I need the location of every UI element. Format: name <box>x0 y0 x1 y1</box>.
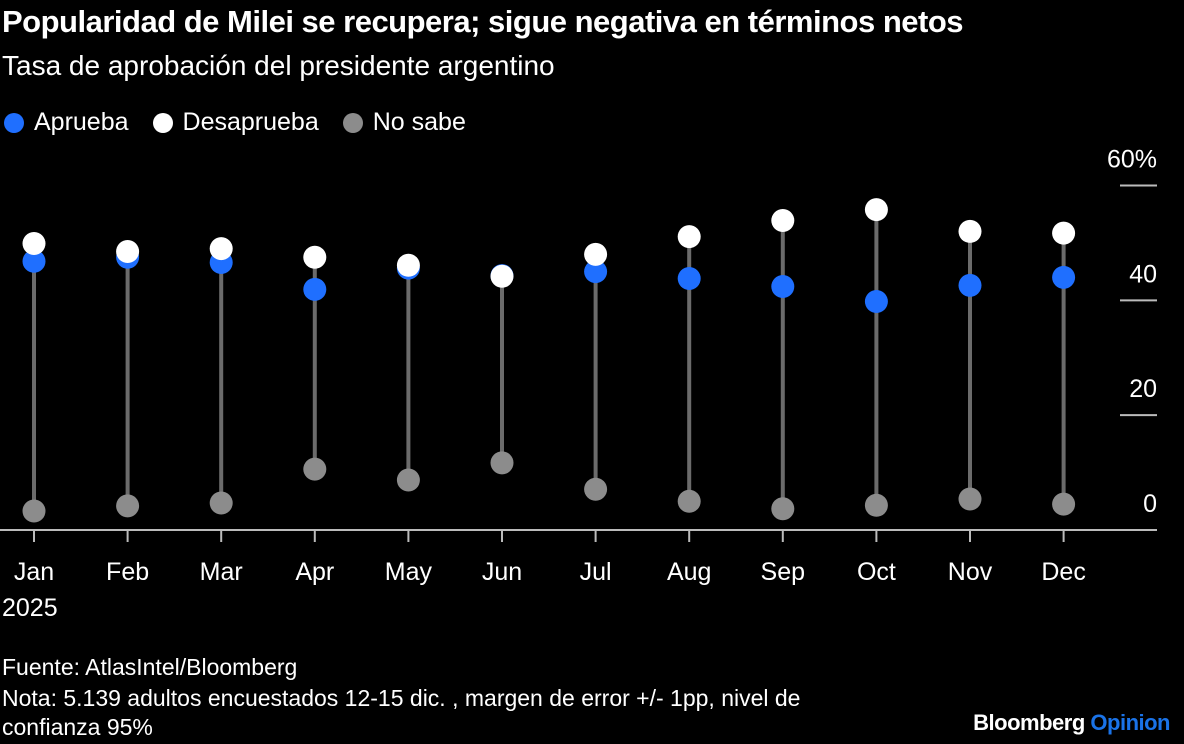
point-aprueba <box>22 249 46 273</box>
x-tick-label: Nov <box>948 558 993 586</box>
x-tick-label: Jan <box>14 558 54 586</box>
legend-item-aprueba: Aprueba <box>4 108 129 137</box>
x-tick-label: Aug <box>667 558 711 586</box>
legend: Aprueba Desaprueba No sabe <box>4 108 466 137</box>
x-tick-label: Jul <box>580 558 612 586</box>
point-desaprueba <box>1052 221 1076 245</box>
point-no-sabe <box>22 499 46 523</box>
legend-label: No sabe <box>372 108 466 136</box>
point-no-sabe <box>116 494 140 518</box>
point-aprueba <box>303 277 327 301</box>
y-tick-label: 20 <box>1129 375 1157 403</box>
point-desaprueba <box>864 198 888 222</box>
note-text-2: confianza 95% <box>2 714 153 740</box>
point-desaprueba <box>209 237 233 261</box>
y-tick-label: 40 <box>1129 260 1157 288</box>
legend-swatch <box>152 112 173 133</box>
x-tick-label: Oct <box>857 558 896 586</box>
point-no-sabe <box>1052 492 1076 516</box>
x-year-label: 2025 <box>2 594 58 622</box>
legend-label: Aprueba <box>34 108 129 136</box>
point-desaprueba <box>490 264 514 288</box>
x-tick-label: Apr <box>295 558 334 586</box>
note-text: Nota: 5.139 adultos encuestados 12-15 di… <box>2 685 801 711</box>
point-no-sabe <box>958 487 982 511</box>
legend-item-desaprueba: Desaprueba <box>152 108 319 137</box>
point-aprueba <box>864 289 888 313</box>
legend-swatch <box>342 112 363 133</box>
x-tick-label: May <box>385 558 433 586</box>
point-aprueba <box>1052 265 1076 289</box>
bloomberg-opinion-logo: Bloomberg Opinion <box>973 710 1170 735</box>
point-aprueba <box>584 260 608 284</box>
point-desaprueba <box>584 242 608 266</box>
point-no-sabe <box>209 491 233 515</box>
point-no-sabe <box>771 497 795 521</box>
point-no-sabe <box>584 477 608 501</box>
x-tick-label: Mar <box>200 558 243 586</box>
point-no-sabe <box>864 493 888 517</box>
y-tick-label: 60% <box>1107 146 1157 174</box>
point-no-sabe <box>396 468 420 492</box>
x-tick-label: Jun <box>482 558 522 586</box>
source-text: Fuente: AtlasIntel/Bloomberg <box>2 654 298 680</box>
point-desaprueba <box>677 225 701 249</box>
chart-subtitle: Tasa de aprobación del presidente argent… <box>2 50 555 81</box>
x-tick-label: Dec <box>1041 558 1085 586</box>
point-aprueba <box>958 273 982 297</box>
point-desaprueba <box>303 245 327 269</box>
point-desaprueba <box>771 209 795 233</box>
legend-swatch <box>4 112 24 133</box>
point-desaprueba <box>396 253 420 277</box>
x-tick-label: Feb <box>106 558 149 586</box>
y-tick-label: 0 <box>1143 490 1157 518</box>
point-aprueba <box>677 267 701 291</box>
legend-item-no-sabe: No sabe <box>342 108 466 137</box>
point-no-sabe <box>677 489 701 513</box>
x-tick-label: Sep <box>761 558 805 586</box>
point-desaprueba <box>22 231 46 255</box>
point-desaprueba <box>116 240 140 264</box>
point-aprueba <box>771 275 795 299</box>
legend-label: Desaprueba <box>182 108 319 136</box>
point-desaprueba <box>958 219 982 243</box>
point-no-sabe <box>303 457 327 481</box>
chart-title: Popularidad de Milei se recupera; sigue … <box>2 4 964 39</box>
point-no-sabe <box>490 451 514 475</box>
